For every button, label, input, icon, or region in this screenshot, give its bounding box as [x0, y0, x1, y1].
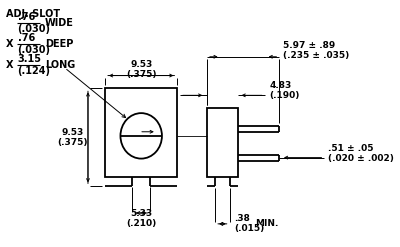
Text: X: X	[6, 60, 13, 70]
Text: 9.53: 9.53	[130, 60, 152, 69]
Text: (.124): (.124)	[18, 66, 51, 76]
Text: (.030): (.030)	[18, 24, 51, 34]
Bar	[105, 88, 177, 177]
Text: 5.33: 5.33	[130, 209, 152, 218]
Text: X: X	[6, 39, 13, 49]
Text: (.235 ± .035): (.235 ± .035)	[283, 51, 349, 60]
Text: (.375): (.375)	[126, 70, 156, 79]
Bar	[207, 108, 238, 177]
Text: (.030): (.030)	[18, 45, 51, 55]
Text: (.375): (.375)	[57, 138, 88, 147]
Text: LONG: LONG	[45, 60, 75, 70]
Text: .51 ± .05: .51 ± .05	[328, 144, 374, 153]
Text: ADJ. SLOT: ADJ. SLOT	[6, 9, 60, 19]
Text: .76: .76	[18, 12, 35, 22]
Text: (.015): (.015)	[234, 224, 264, 233]
Text: (.190): (.190)	[269, 91, 300, 100]
Text: .76: .76	[18, 33, 35, 43]
Text: .38: .38	[234, 214, 250, 223]
Text: 5.97 ± .89: 5.97 ± .89	[283, 41, 335, 50]
Text: 9.53: 9.53	[62, 128, 84, 137]
Text: MIN.: MIN.	[255, 219, 278, 228]
Text: 3.15: 3.15	[18, 54, 42, 64]
Text: WIDE: WIDE	[45, 18, 74, 28]
Text: (.020 ± .002): (.020 ± .002)	[328, 154, 394, 163]
Text: DEEP: DEEP	[45, 39, 73, 49]
Text: (.210): (.210)	[126, 219, 156, 228]
Text: 4.83: 4.83	[269, 81, 292, 90]
